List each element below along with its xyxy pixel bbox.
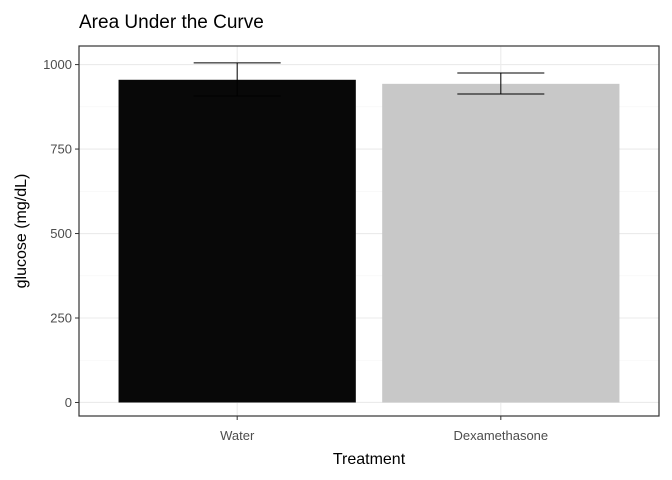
y-tick-label: 1000 <box>43 57 72 72</box>
x-tick-label: Water <box>220 428 255 443</box>
y-axis: 0 250 500 750 1000 <box>43 57 79 410</box>
chart-title: Area Under the Curve <box>79 12 264 33</box>
x-tick-label: Dexamethasone <box>453 428 548 443</box>
bar-water <box>118 79 356 403</box>
x-axis-title: Treatment <box>333 451 406 468</box>
error-bars <box>193 62 545 97</box>
x-axis: Water Dexamethasone <box>220 416 548 443</box>
panel-border <box>78 45 660 417</box>
error-bar-dexamethasone <box>457 72 545 95</box>
y-tick-label: 750 <box>50 142 72 157</box>
y-tick-label: 250 <box>50 311 72 326</box>
y-tick-label: 0 <box>65 395 72 410</box>
y-axis-title: glucose (mg/dL) <box>13 174 30 289</box>
bar-dexamethasone <box>382 83 620 403</box>
bars <box>118 79 620 403</box>
y-tick-label: 500 <box>50 226 72 241</box>
error-bar-water <box>193 62 281 97</box>
